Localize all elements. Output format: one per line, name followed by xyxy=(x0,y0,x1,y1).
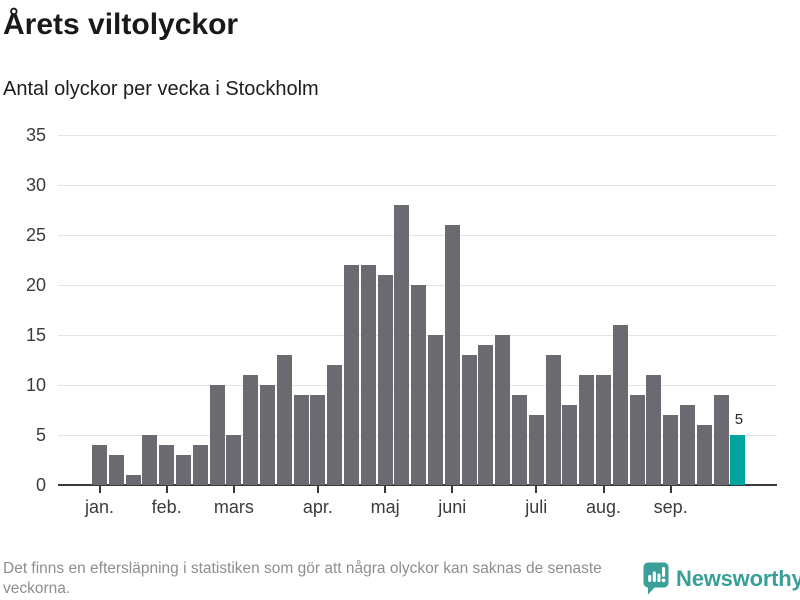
y-axis-tick-label: 30 xyxy=(25,175,46,195)
bar xyxy=(344,265,359,485)
x-axis-tick xyxy=(98,486,101,493)
bar xyxy=(696,425,712,485)
y-axis-tick-label: 25 xyxy=(25,225,46,245)
bar xyxy=(260,385,275,485)
bar xyxy=(596,375,611,485)
bar xyxy=(108,455,124,485)
x-axis-label: sep. xyxy=(653,497,688,517)
bar xyxy=(394,205,410,485)
newsworthy-logo-icon xyxy=(643,562,669,595)
y-axis-tick-label: 0 xyxy=(35,475,46,495)
x-axis-tick xyxy=(602,486,605,493)
y-axis-tick-label: 10 xyxy=(25,375,46,395)
bar xyxy=(92,445,107,485)
x-axis-tick xyxy=(451,486,454,493)
x-axis-label: apr. xyxy=(302,497,333,517)
x-axis-label: aug. xyxy=(585,497,622,517)
x-axis-tick xyxy=(316,486,319,493)
bar xyxy=(226,435,242,485)
page-title: Årets viltolyckor xyxy=(3,8,239,41)
bar xyxy=(428,335,443,485)
highlight-bar xyxy=(730,435,746,485)
gridline xyxy=(58,185,777,186)
bar xyxy=(629,395,645,485)
x-axis-tick xyxy=(669,486,672,493)
bar xyxy=(310,395,326,485)
bar xyxy=(276,355,292,485)
bar xyxy=(360,265,376,485)
bar xyxy=(579,375,595,485)
bar xyxy=(192,445,208,485)
bar xyxy=(713,395,729,485)
footer-note: Det finns en eftersläpning i statistiken… xyxy=(3,560,602,597)
bar xyxy=(243,375,259,485)
bar xyxy=(663,415,679,485)
bar xyxy=(461,355,477,485)
bar xyxy=(646,375,662,485)
x-axis-label: juni xyxy=(438,497,467,517)
bar xyxy=(377,275,393,485)
bar xyxy=(142,435,158,485)
y-axis-tick-label: 35 xyxy=(25,125,46,145)
bar xyxy=(293,395,309,485)
bar xyxy=(159,445,175,485)
x-axis-tick xyxy=(535,486,538,493)
bar xyxy=(478,345,494,485)
bar xyxy=(176,455,191,485)
bar xyxy=(680,405,695,485)
x-axis-tick xyxy=(232,486,235,493)
gridline xyxy=(58,135,777,136)
x-axis-tick xyxy=(165,486,168,493)
bar xyxy=(562,405,578,485)
bar xyxy=(125,475,141,485)
x-axis-label: feb. xyxy=(151,497,182,517)
bar-chart: 0 5 10 15 20 25 30 35 jan. feb. mars apr. maj juni ju… xyxy=(0,120,800,530)
bar xyxy=(209,385,225,485)
bar-value-label: 5 xyxy=(734,411,744,428)
bar xyxy=(444,225,460,485)
x-axis-line xyxy=(58,484,777,486)
y-axis-tick-label: 5 xyxy=(35,425,46,445)
gridline xyxy=(58,235,777,236)
bar xyxy=(528,415,544,485)
x-axis-label: jan. xyxy=(84,497,115,517)
y-axis-tick-label: 20 xyxy=(25,275,46,295)
bar xyxy=(411,285,427,485)
y-axis-tick-label: 15 xyxy=(25,325,46,345)
bar xyxy=(545,355,561,485)
newsworthy-logo-text: Newsworthy xyxy=(676,566,800,591)
x-axis-tick xyxy=(384,486,387,493)
bar xyxy=(512,395,527,485)
bar xyxy=(612,325,628,485)
bar xyxy=(495,335,511,485)
newsworthy-logo[interactable]: Newsworthy xyxy=(643,562,800,596)
bar xyxy=(327,365,343,485)
plot-area: jan. feb. mars apr. maj juni juli aug. sep. 5 xyxy=(58,135,777,517)
x-axis-label: mars xyxy=(213,497,254,517)
page-subtitle: Antal olyckor per vecka i Stockholm xyxy=(3,78,319,100)
x-axis-label: maj xyxy=(370,497,400,517)
x-axis-label: juli xyxy=(525,497,548,517)
